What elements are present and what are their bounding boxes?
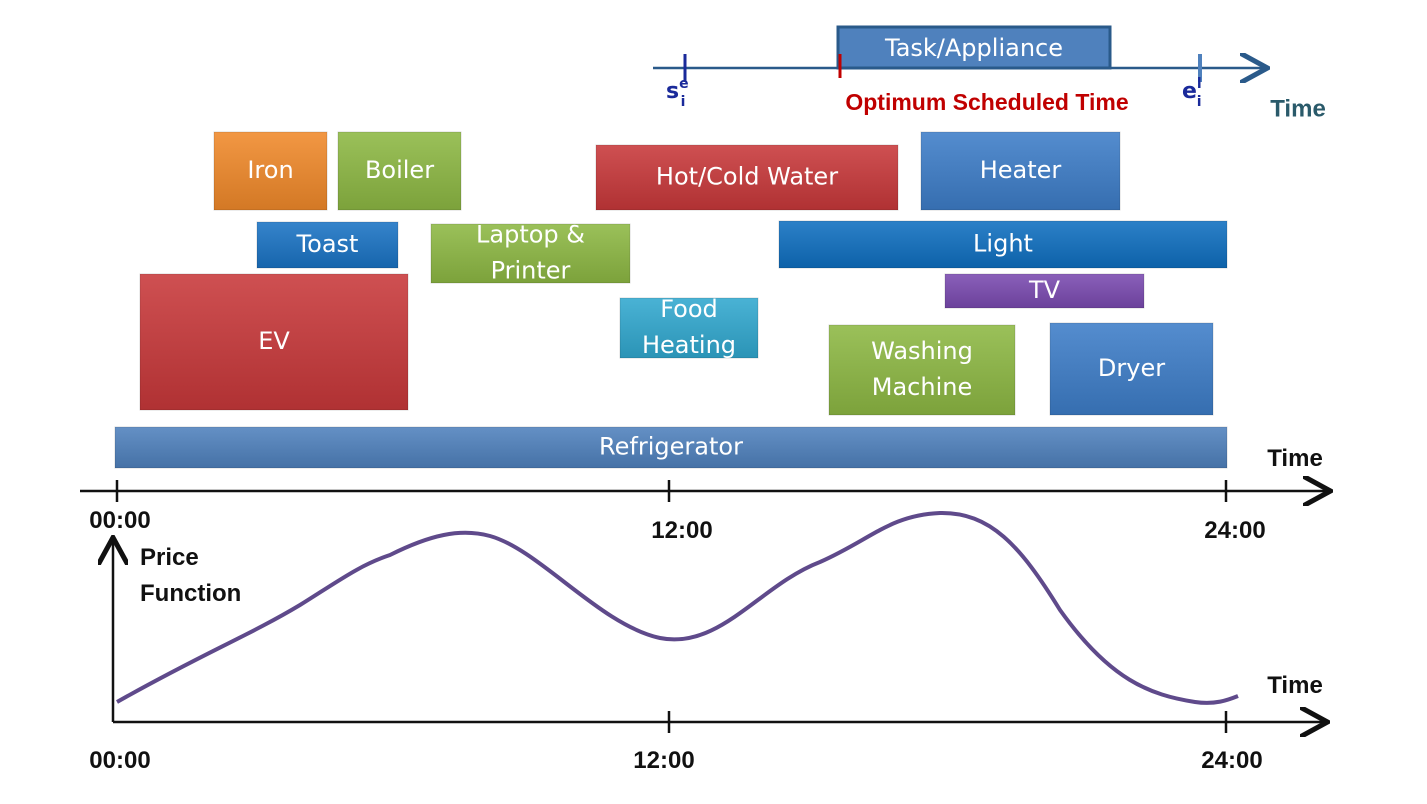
task-box: Dryer xyxy=(1049,322,1214,416)
tick-label: 24:00 xyxy=(1201,747,1262,774)
task-box: Washing Machine xyxy=(828,324,1016,416)
task-label: Printer xyxy=(491,257,571,285)
task-shade xyxy=(431,224,630,283)
task-box: Refrigerator xyxy=(114,426,1228,469)
tick-label: 00:00 xyxy=(89,747,150,774)
task-label: Dryer xyxy=(1098,354,1165,382)
price-axis: Price Function Time 00:00 12:00 24:00 xyxy=(89,510,1325,774)
task-label: Hot/Cold Water xyxy=(656,163,838,191)
task-shade xyxy=(945,274,1144,308)
task-label: TV xyxy=(1028,276,1061,304)
legend-optimum: Optimum Scheduled Time xyxy=(845,89,1128,115)
task-label: Machine xyxy=(872,373,972,401)
task-shade xyxy=(620,298,758,358)
tick-label: 00:00 xyxy=(89,507,150,534)
tick-label: 24:00 xyxy=(1204,517,1265,544)
task-box: Light xyxy=(778,220,1228,269)
task-label: Heater xyxy=(980,156,1062,184)
task-shade xyxy=(596,145,898,210)
task-shade xyxy=(115,427,1227,468)
task-box: Food Heating xyxy=(619,295,759,359)
task-label: Iron xyxy=(247,156,293,184)
task-label: Toast xyxy=(296,230,359,258)
legend-task: Task/Appliance xyxy=(884,34,1063,62)
task-shade xyxy=(1050,323,1213,415)
tick-label: 12:00 xyxy=(633,747,694,774)
task-label: Boiler xyxy=(365,156,434,184)
tasks: Iron Boiler Toast Laptop & Printer EV Hot/Cold… xyxy=(114,131,1228,469)
task-shade xyxy=(257,222,398,268)
task-label: EV xyxy=(258,327,290,355)
task-shade xyxy=(829,325,1015,415)
legend: Task/Appliance se i el i Optimum Scheduled… xyxy=(653,25,1326,122)
task-box: Hot/Cold Water xyxy=(595,144,899,211)
task-shade xyxy=(214,132,327,210)
task-box: EV xyxy=(139,273,409,411)
task-box: Laptop & Printer xyxy=(430,221,631,285)
legend-end: el i xyxy=(1182,76,1202,110)
axis-label: Time xyxy=(1267,445,1323,472)
legend-axis-label: Time xyxy=(1270,95,1326,122)
schedule-axis: Time 00:00 12:00 24:00 xyxy=(80,445,1328,544)
task-label: Food xyxy=(660,295,718,323)
legend-start: se i xyxy=(666,76,689,110)
task-box: Toast xyxy=(256,221,399,269)
task-box: Heater xyxy=(920,131,1121,211)
task-shade xyxy=(140,274,408,410)
task-shade xyxy=(338,132,461,210)
y-label: Function xyxy=(140,580,241,607)
price-curve xyxy=(116,510,1239,705)
task-label: Light xyxy=(973,230,1033,258)
task-box: TV xyxy=(944,273,1145,309)
task-shade xyxy=(779,221,1227,268)
task-label: Refrigerator xyxy=(599,433,743,461)
y-label: Price xyxy=(140,544,199,571)
tick-label: 12:00 xyxy=(651,517,712,544)
task-box: Boiler xyxy=(337,131,462,211)
task-box: Iron xyxy=(213,131,328,211)
x-label: Time xyxy=(1267,672,1323,699)
task-shade xyxy=(921,132,1120,210)
task-label: Heating xyxy=(642,331,736,359)
task-label: Laptop & xyxy=(476,221,585,249)
task-label: Washing xyxy=(871,337,973,365)
